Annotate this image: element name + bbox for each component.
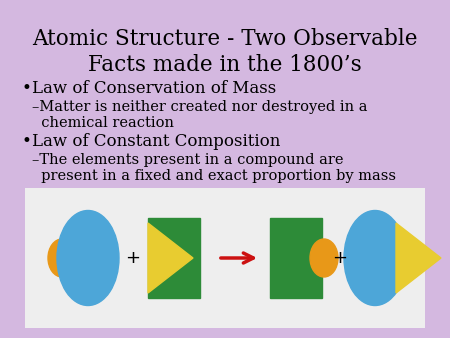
Text: Law of Constant Composition: Law of Constant Composition xyxy=(32,133,280,150)
Polygon shape xyxy=(396,223,441,293)
Text: •: • xyxy=(22,133,32,150)
Text: –Matter is neither created nor destroyed in a: –Matter is neither created nor destroyed… xyxy=(32,100,368,114)
Ellipse shape xyxy=(57,211,119,306)
Text: Facts made in the 1800’s: Facts made in the 1800’s xyxy=(88,54,362,76)
Text: Atomic Structure - Two Observable: Atomic Structure - Two Observable xyxy=(32,28,418,50)
Text: +: + xyxy=(333,249,347,267)
Bar xyxy=(270,218,322,298)
Text: Law of Conservation of Mass: Law of Conservation of Mass xyxy=(32,80,276,97)
Polygon shape xyxy=(148,223,193,293)
Bar xyxy=(25,188,425,328)
Text: •: • xyxy=(22,80,32,97)
Bar xyxy=(148,218,200,298)
Text: +: + xyxy=(126,249,140,267)
Text: present in a fixed and exact proportion by mass: present in a fixed and exact proportion … xyxy=(32,169,396,183)
Ellipse shape xyxy=(310,239,338,277)
Ellipse shape xyxy=(48,239,76,277)
Text: –The elements present in a compound are: –The elements present in a compound are xyxy=(32,153,343,167)
Ellipse shape xyxy=(344,211,406,306)
Text: chemical reaction: chemical reaction xyxy=(32,116,174,130)
